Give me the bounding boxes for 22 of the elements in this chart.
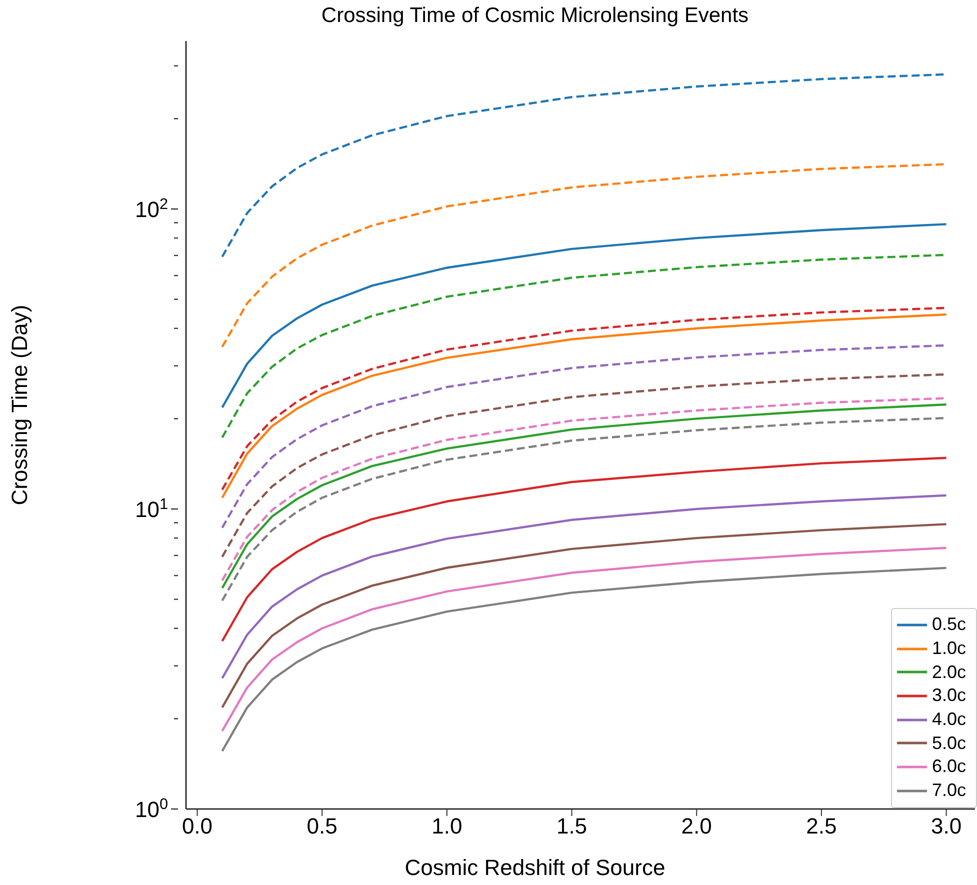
y-tick-label: 10$^{1}$ — [134, 495, 168, 522]
x-tick-label: 1.5 — [556, 814, 588, 839]
legend-label: 1.0c — [932, 638, 966, 660]
legend-label: 6.0c — [932, 756, 966, 778]
legend-label: 0.5c — [932, 614, 966, 636]
legend-label: 7.0c — [932, 780, 966, 802]
legend-label: 5.0c — [932, 732, 966, 754]
x-tick-label: 1.0 — [432, 814, 462, 839]
x-tick-label: 0.5 — [306, 814, 338, 839]
x-axis-title: Cosmic Redshift of Source — [404, 855, 666, 881]
y-tick-label: 10$^{2}$ — [134, 195, 168, 222]
chart-title: Crossing Time of Cosmic Microlensing Events — [320, 4, 750, 28]
x-tick-label: 2.5 — [806, 814, 837, 839]
legend-label: 3.0c — [932, 685, 966, 706]
x-tick-label: 0.0 — [182, 814, 213, 839]
legend-label: 2.0c — [932, 662, 966, 683]
y-tick-label: 10$^{0}$ — [134, 796, 168, 822]
legend-label: 4.0c — [932, 709, 966, 730]
line-series — [221, 223, 948, 409]
x-tick-label: 2.0 — [681, 814, 712, 839]
y-axis-title: Crossing Time (Day) — [7, 304, 33, 505]
x-tick-label: 3.0 — [930, 814, 962, 839]
